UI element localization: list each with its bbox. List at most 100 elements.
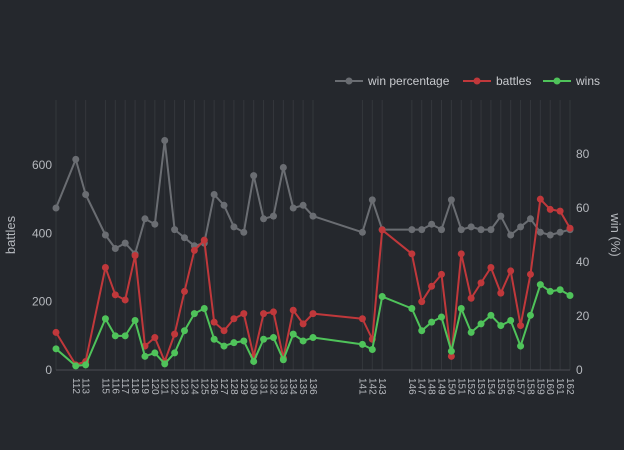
data-point xyxy=(250,172,258,180)
data-point xyxy=(408,250,416,258)
data-point xyxy=(269,212,277,220)
x-tick-label: 130 xyxy=(248,378,259,395)
y2-axis-title: win (%) xyxy=(608,212,623,256)
data-point xyxy=(151,349,159,357)
data-point xyxy=(181,287,188,295)
data-point xyxy=(428,220,436,228)
data-point xyxy=(279,356,287,364)
data-point xyxy=(487,264,495,271)
data-point xyxy=(378,226,386,234)
x-tick-label: 142 xyxy=(366,378,377,395)
x-tick-label: 157 xyxy=(515,378,526,395)
x-tick-label: 146 xyxy=(406,378,417,395)
data-point xyxy=(556,286,564,294)
data-point xyxy=(497,212,505,220)
data-point xyxy=(358,228,366,236)
data-point xyxy=(477,279,485,287)
x-tick-label: 118 xyxy=(129,378,140,394)
x-tick-label: 156 xyxy=(505,378,516,395)
data-point xyxy=(260,215,268,223)
data-point xyxy=(210,191,218,198)
data-point xyxy=(121,296,129,304)
data-point xyxy=(121,332,129,340)
data-point xyxy=(52,345,60,353)
data-point xyxy=(408,226,416,234)
data-point xyxy=(408,305,416,312)
legend[interactable]: win percentage battles wins xyxy=(335,74,600,88)
data-point xyxy=(82,361,90,369)
data-point xyxy=(131,252,139,260)
data-point xyxy=(526,215,534,223)
data-point xyxy=(190,310,198,318)
y-tick-label: 400 xyxy=(32,226,52,240)
data-point xyxy=(260,335,268,343)
x-tick-label: 120 xyxy=(149,378,160,395)
data-point xyxy=(210,318,218,326)
y2-tick-label: 60 xyxy=(576,201,590,215)
x-tick-label: 143 xyxy=(376,378,387,395)
y2-tick-label: 40 xyxy=(576,255,590,269)
data-point xyxy=(536,281,544,289)
x-tick-label: 148 xyxy=(426,378,437,395)
x-tick-label: 125 xyxy=(198,378,209,395)
data-point xyxy=(72,155,80,163)
data-point xyxy=(240,337,248,345)
data-point xyxy=(52,204,60,212)
data-point xyxy=(546,205,554,213)
data-point xyxy=(378,293,386,301)
data-point xyxy=(507,267,515,275)
data-point xyxy=(457,250,465,258)
data-point xyxy=(309,212,317,220)
data-point xyxy=(279,164,287,171)
data-point xyxy=(536,228,544,236)
x-tick-label: 155 xyxy=(495,378,506,395)
data-point xyxy=(220,201,228,209)
data-point xyxy=(526,270,534,278)
data-point xyxy=(210,335,218,343)
data-point xyxy=(467,328,475,336)
data-point xyxy=(309,334,317,342)
data-point xyxy=(457,226,465,234)
data-point xyxy=(299,320,307,328)
data-point xyxy=(200,236,208,244)
data-point xyxy=(269,308,277,316)
data-point xyxy=(517,223,525,231)
x-tick-label: 134 xyxy=(287,378,298,395)
data-point xyxy=(566,224,574,232)
data-point xyxy=(151,220,159,228)
x-tick-label: 116 xyxy=(109,378,120,394)
data-point xyxy=(428,318,436,326)
data-point xyxy=(171,330,179,338)
data-point xyxy=(418,327,426,335)
data-point xyxy=(368,346,376,353)
data-point xyxy=(171,349,179,357)
data-point xyxy=(438,313,445,321)
data-point xyxy=(368,196,376,204)
y2-tick-label: 80 xyxy=(576,147,590,161)
data-point xyxy=(507,231,515,239)
x-tick-label: 129 xyxy=(238,378,249,395)
data-point xyxy=(72,362,80,370)
data-point xyxy=(299,201,307,209)
x-tick-label: 128 xyxy=(228,378,239,395)
data-point xyxy=(418,226,426,234)
x-tick-label: 131 xyxy=(258,378,269,395)
data-point xyxy=(299,337,307,345)
x-tick-label: 123 xyxy=(179,378,190,395)
data-point xyxy=(447,196,455,204)
data-point xyxy=(477,226,485,234)
x-tick-label: 153 xyxy=(475,378,486,395)
data-point xyxy=(517,342,525,350)
data-point xyxy=(358,315,366,323)
data-point xyxy=(220,327,228,335)
x-tick-label: 122 xyxy=(169,378,180,395)
legend-label: wins xyxy=(575,74,600,88)
data-point xyxy=(546,287,554,295)
data-point xyxy=(418,298,426,306)
data-point xyxy=(181,234,188,242)
x-tick-label: 127 xyxy=(218,378,229,395)
data-point xyxy=(497,322,505,330)
x-tick-label: 154 xyxy=(485,378,496,395)
